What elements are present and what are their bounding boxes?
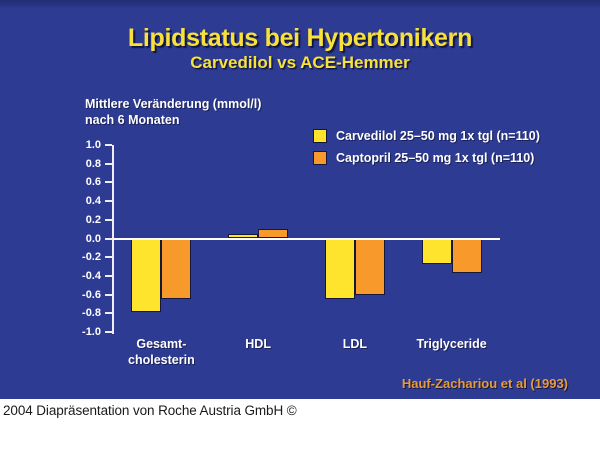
y-axis-tick-label: 1.0 (85, 139, 101, 151)
bar-captopril-gesamtcholesterin (161, 238, 192, 300)
y-axis-tick-label: -1.0 (82, 326, 101, 338)
y-axis-tick-label: 0.0 (85, 232, 101, 245)
footer-copyright-text: 2004 Diapräsentation von Roche Austria G… (3, 403, 297, 418)
bar-carvedilol-triglyceride (421, 238, 452, 264)
legend-label-carvedilol: Carvedilol 25–50 mg 1x tgl (n=110) (336, 129, 540, 143)
legend-item-captopril: Captopril 25–50 mg 1x tgl (n=110) (313, 149, 540, 167)
chart-legend: Carvedilol 25–50 mg 1x tgl (n=110) Capto… (313, 127, 540, 171)
y-axis-tick (105, 237, 112, 240)
y-axis-tick (105, 274, 112, 277)
y-axis-tick (105, 312, 112, 315)
y-axis-line (112, 145, 114, 334)
slide-title: Lipidstatus bei Hypertonikern (127, 24, 473, 52)
bar-captopril-ldl (354, 238, 385, 295)
bar-carvedilol-ldl (324, 238, 355, 300)
bar-captopril-triglyceride (451, 238, 482, 274)
category-label-hdl: HDL (245, 337, 271, 351)
y-axis-tick-label: -0.4 (82, 269, 101, 282)
y-axis-tick-label: -0.6 (82, 288, 101, 301)
captopril-color-swatch (313, 151, 327, 165)
legend-label-captopril: Captopril 25–50 mg 1x tgl (n=110) (336, 151, 535, 165)
category-label-gesamtcholesterin: Gesamt- cholesterin (128, 337, 195, 367)
slide-subtitle: Carvedilol vs ACE-Hemmer (190, 53, 410, 72)
y-axis-tick (105, 200, 112, 203)
zero-baseline (113, 237, 500, 240)
footer-strip: 2004 Diapräsentation von Roche Austria G… (0, 399, 600, 461)
legend-item-carvedilol: Carvedilol 25–50 mg 1x tgl (n=110) (313, 127, 540, 145)
y-axis-title: Mittlere Veränderung (mmol/l) nach 6 Mon… (85, 97, 262, 128)
category-label-ldl: LDL (342, 337, 368, 351)
bar-carvedilol-gesamtcholesterin (131, 238, 162, 313)
y-axis-tick (105, 144, 112, 146)
y-axis-tick-label: 0.8 (85, 157, 101, 170)
plot-area: 1.0 0.8 0.6 0.4 0.2 0.0 -0.2 -0.4 -0.6 -0.8 -1.0 Ge… (82, 139, 500, 367)
y-axis-tick (105, 331, 112, 333)
y-axis-tick (105, 162, 112, 165)
category-label-triglyceride: Triglyceride (416, 337, 487, 351)
y-axis-tick-label: 0.4 (85, 195, 101, 208)
y-axis-tick (105, 218, 112, 221)
y-axis-tick-label: -0.2 (82, 251, 101, 264)
y-axis-tick (105, 293, 112, 296)
citation-reference: Hauf-Zachariou et al (1993) (401, 376, 568, 391)
y-axis-tick (105, 256, 112, 259)
carvedilol-color-swatch (313, 129, 327, 143)
y-axis-tick (105, 181, 112, 184)
y-axis-tick-label: 0.2 (85, 213, 101, 226)
slide-background: Lipidstatus bei Hypertonikern Carvedilol… (0, 0, 600, 399)
y-axis-tick-label: 0.6 (85, 176, 101, 189)
y-axis-tick-label: -0.8 (82, 307, 101, 320)
